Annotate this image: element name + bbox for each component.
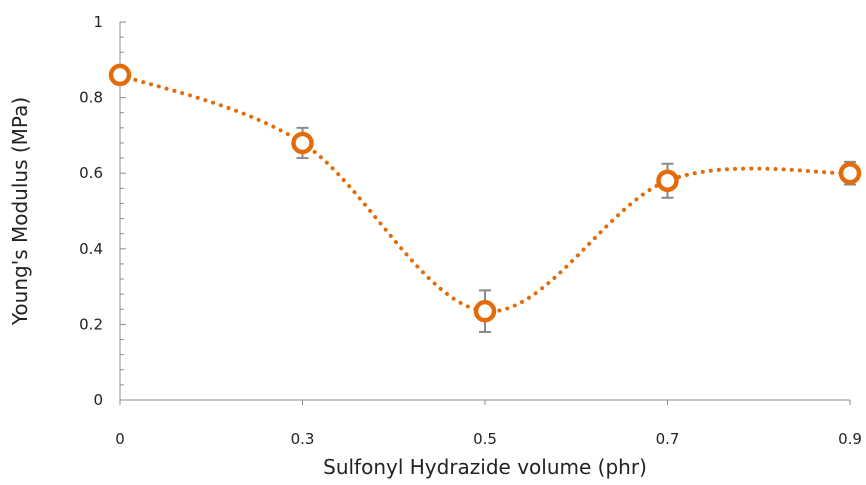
y-tick-label: 0.6	[79, 164, 103, 182]
x-axis-ticks: 0 0.3 0.5 0.7 0.9	[115, 400, 862, 448]
x-tick-label: 0.7	[656, 430, 680, 448]
x-tick-label: 0.9	[838, 430, 862, 448]
axes	[119, 21, 850, 401]
y-axis-ticks: 0 0.2 0.4 0.6 0.8 1	[79, 13, 103, 409]
series-line	[118, 72, 852, 314]
y-axis-title: Young's Modulus (MPa)	[8, 97, 32, 326]
data-point	[291, 131, 314, 155]
data-point	[656, 169, 679, 193]
y-tick-label: 0.8	[79, 89, 103, 107]
x-axis-title: Sulfonyl Hydrazide volume (phr)	[323, 455, 647, 479]
data-point	[473, 299, 497, 323]
x-tick-label: 0	[115, 430, 125, 448]
data-point	[838, 161, 862, 185]
x-tick-label: 0.5	[473, 430, 497, 448]
series-layer	[108, 63, 862, 333]
y-tick-label: 0.4	[79, 240, 103, 258]
x-tick-label: 0.3	[291, 430, 315, 448]
y-tick-label: 1	[93, 13, 103, 31]
y-tick-label: 0.2	[79, 315, 103, 333]
y-tick-label: 0	[93, 391, 103, 409]
data-point	[108, 63, 132, 87]
